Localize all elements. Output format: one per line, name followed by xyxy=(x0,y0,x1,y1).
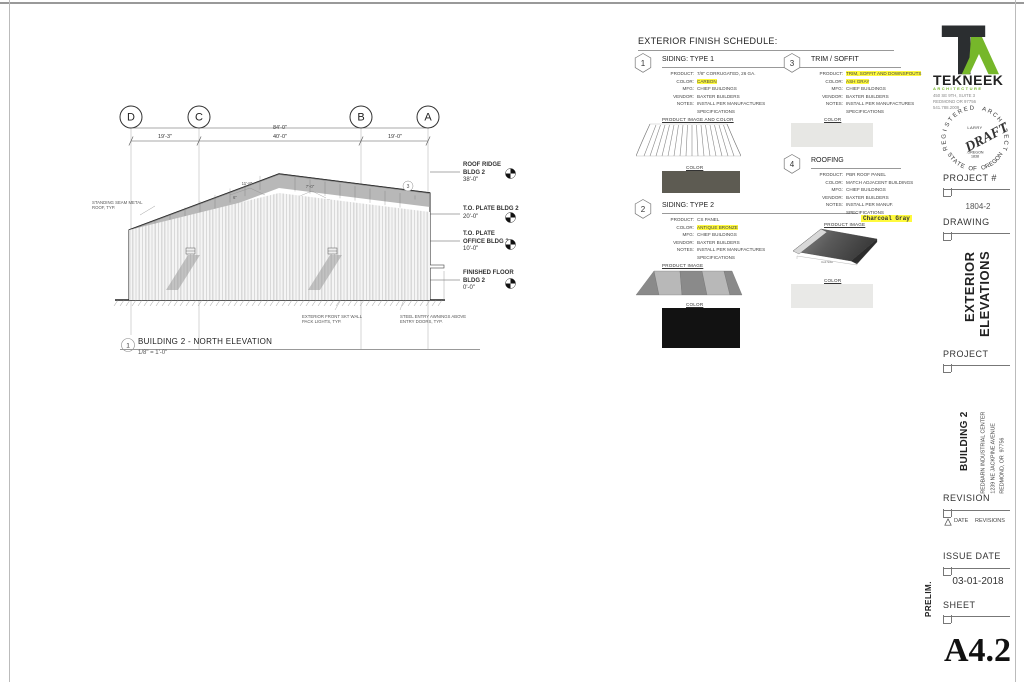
svg-text:F: F xyxy=(973,167,977,173)
svg-text:E: E xyxy=(963,106,969,113)
svg-text:Coil Size: Coil Size xyxy=(821,260,833,264)
svg-text:R: R xyxy=(942,145,949,152)
svg-text:G: G xyxy=(941,134,947,139)
svg-text:2: 2 xyxy=(641,205,646,214)
svg-text:LARRY: LARRY xyxy=(967,125,982,130)
svg-text:E: E xyxy=(941,140,947,145)
svg-text:C: C xyxy=(1002,140,1009,146)
svg-text:T: T xyxy=(1000,146,1007,152)
svg-text:4: 4 xyxy=(790,160,795,169)
svg-text:D: D xyxy=(970,105,976,111)
svg-text:I: I xyxy=(943,129,949,133)
svg-text:3: 3 xyxy=(790,59,795,68)
svg-text:1838: 1838 xyxy=(971,155,979,159)
svg-text:1: 1 xyxy=(641,59,646,68)
